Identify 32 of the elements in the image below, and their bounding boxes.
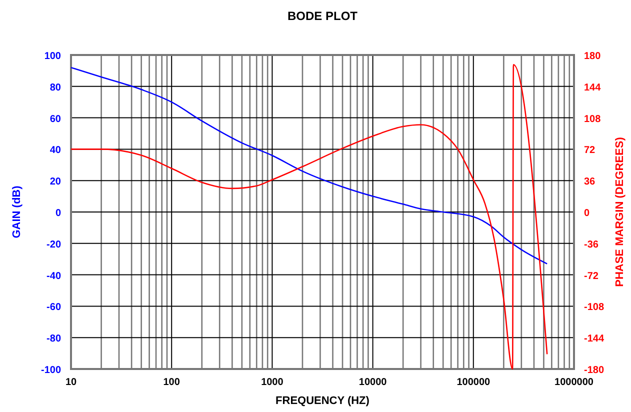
y2-tick-label: 108 [584,114,602,125]
y2-tick-label: 144 [584,82,602,94]
y2-tick-label: 72 [584,145,596,156]
y-tick-label: 40 [50,145,62,156]
y-tick-label: 0 [55,208,62,219]
y2-tick-label: 36 [584,176,596,188]
y2-tick-label: -180 [584,365,604,376]
x-tick-label: 1000 [261,377,284,388]
y-axis-title: GAIN (dB) [11,185,23,238]
x-axis-title: FREQUENCY (HZ) [276,395,370,407]
y-tick-label: 60 [50,114,62,125]
chart-title: BODE PLOT [287,9,358,23]
y2-tick-label: 180 [584,51,602,62]
y2-tick-label: 0 [584,208,590,219]
x-tick-label: 1000000 [554,377,594,388]
y-tick-label: -100 [40,365,62,376]
y2-axis-title: PHASE MARGIN (DEGREES) [614,136,626,287]
x-tick-label: 10 [65,377,77,388]
y2-tick-label: -36 [584,239,599,250]
y-tick-label: -20 [46,239,62,250]
y2-tick-label: -72 [584,270,599,282]
x-tick-label: 100000 [456,377,491,388]
x-tick-label: 100 [163,377,180,388]
y-tick-label: -60 [46,302,62,314]
y-tick-label: 20 [50,176,62,188]
y-tick-label: 100 [44,51,62,62]
y-tick-label: -80 [46,334,62,345]
y2-tick-label: -108 [584,302,604,314]
y-tick-label: 80 [50,82,62,94]
y-tick-label: -40 [46,270,62,282]
x-tick-label: 10000 [358,377,388,388]
y2-tick-label: -144 [584,334,604,345]
